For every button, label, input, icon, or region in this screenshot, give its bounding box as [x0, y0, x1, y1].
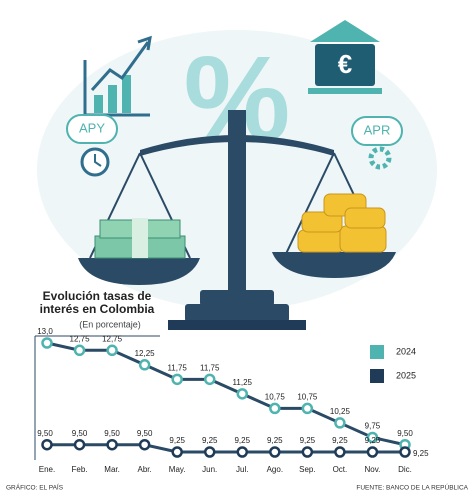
footer-right: FUENTE: BANCO DE LA REPÚBLICA [356, 483, 468, 492]
illustration: % € APY APR [37, 20, 437, 330]
value-label: 9,50 [37, 429, 53, 438]
x-tick-label: Nov. [365, 465, 381, 474]
legend-label: 2024 [396, 346, 416, 356]
chart-subtitle: (En porcentaje) [79, 319, 141, 329]
value-label: 9,25 [365, 436, 381, 445]
value-label: 9,75 [365, 422, 381, 431]
bank-icon: € [308, 20, 382, 94]
point [366, 431, 379, 444]
point [236, 446, 249, 458]
x-tick-label: Oct. [333, 465, 348, 474]
x-tick-label: Dic. [398, 465, 412, 474]
x-tick-label: Sep. [299, 465, 315, 474]
value-label: 12,75 [102, 334, 123, 343]
point [269, 446, 281, 458]
euro-sign: € [338, 49, 352, 79]
apr-bubble [351, 116, 403, 146]
x-tick-label: Abr. [138, 465, 152, 474]
clock-hands [94, 154, 102, 167]
point [366, 446, 379, 458]
point [106, 344, 118, 357]
x-tick-label: Mar. [104, 465, 120, 474]
point [203, 373, 216, 386]
legend-label: 2025 [396, 370, 416, 380]
point [138, 438, 151, 451]
point [334, 417, 346, 429]
x-tick-label: Feb. [72, 465, 88, 474]
legend-swatch [370, 369, 384, 383]
value-label: 11,75 [167, 363, 187, 372]
x-tick-label: Ene. [39, 465, 55, 474]
value-label: 12,75 [70, 334, 91, 343]
point [301, 402, 314, 415]
point [41, 438, 53, 451]
apy-label: APY [79, 120, 105, 135]
point [138, 359, 151, 371]
chart-title-1: Evolución tasas de interés en Colombia [40, 289, 155, 316]
growth-icon [83, 35, 152, 117]
apr-label: APR [364, 122, 391, 137]
point [301, 446, 314, 458]
point [73, 344, 86, 357]
point [334, 446, 346, 458]
value-label: 11,25 [233, 378, 253, 387]
value-label: 11,75 [200, 363, 220, 372]
x-tick-label: Jul. [236, 465, 248, 474]
value-label: 9,50 [72, 429, 88, 438]
balance-scale [78, 110, 396, 330]
footer-left: GRÁFICO: EL PAÍS [6, 483, 64, 492]
value-label: 9,50 [104, 429, 120, 438]
value-label: 9,25 [202, 436, 218, 445]
value-label: 13,0 [37, 327, 53, 336]
point [41, 337, 53, 349]
point [236, 388, 249, 400]
value-label: 9,50 [397, 429, 413, 438]
legend-swatch [370, 345, 384, 359]
value-label: 9,25 [169, 436, 185, 445]
value-label: 9,25 [332, 436, 348, 445]
value-label: 10,75 [265, 393, 286, 402]
gear-icon [368, 146, 392, 170]
point [203, 446, 216, 458]
value-label: 10,75 [297, 393, 318, 402]
value-label: 9,25 [234, 436, 250, 445]
x-tick-label: Jun. [202, 465, 217, 474]
point [73, 438, 86, 451]
x-tick-label: Ago. [267, 465, 283, 474]
value-label: 9,50 [137, 429, 153, 438]
point [269, 402, 281, 415]
point [399, 446, 411, 458]
point [171, 446, 183, 458]
value-label: 9,25 [300, 436, 316, 445]
value-label: 9,25 [413, 449, 429, 458]
point [171, 373, 183, 386]
value-label: 10,25 [330, 407, 351, 416]
value-label: 9,25 [267, 436, 283, 445]
x-tick-label: May. [169, 465, 186, 474]
point [106, 438, 118, 451]
apy-bubble [66, 114, 118, 144]
value-label: 12,25 [135, 349, 156, 358]
